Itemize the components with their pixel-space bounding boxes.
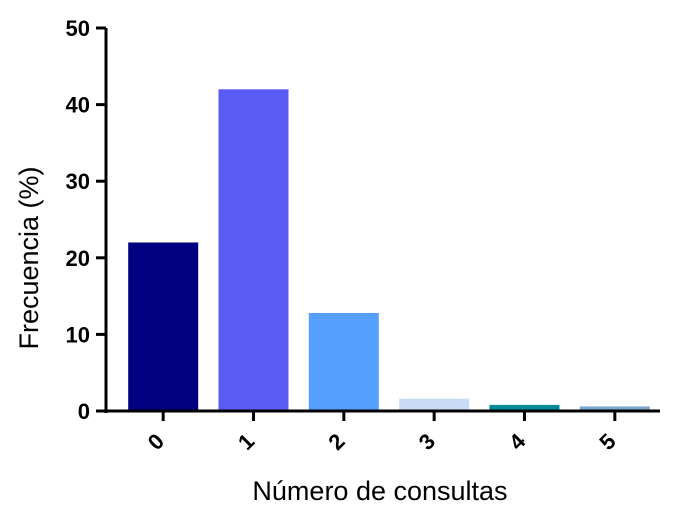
bar-5 [579,406,650,411]
x-tick-label: 5 [594,429,620,455]
bar-1 [218,89,289,412]
bar-2 [308,313,379,411]
x-tick-label: 0 [143,429,169,455]
y-tick-label: 0 [78,399,90,424]
bar-0 [128,242,199,411]
y-tick-label: 10 [66,322,90,347]
y-axis-label: Frecuencia (%) [14,166,44,349]
y-tick-label: 40 [66,93,90,118]
bar-4 [489,404,560,411]
bar-3 [399,398,470,411]
x-tick-label: 2 [323,429,349,455]
x-tick-label: 3 [414,429,440,455]
y-axis: 0 10 20 30 40 50 [66,16,108,424]
y-tick-label: 30 [66,169,90,194]
x-axis-label: Número de consultas [252,476,507,506]
x-tick-label: 1 [233,429,259,455]
y-tick-label: 50 [66,16,90,41]
x-tick-label: 4 [504,428,531,455]
y-tick-label: 20 [66,246,90,271]
bars [128,89,650,412]
x-axis: 0 1 2 3 4 5 [105,409,660,455]
